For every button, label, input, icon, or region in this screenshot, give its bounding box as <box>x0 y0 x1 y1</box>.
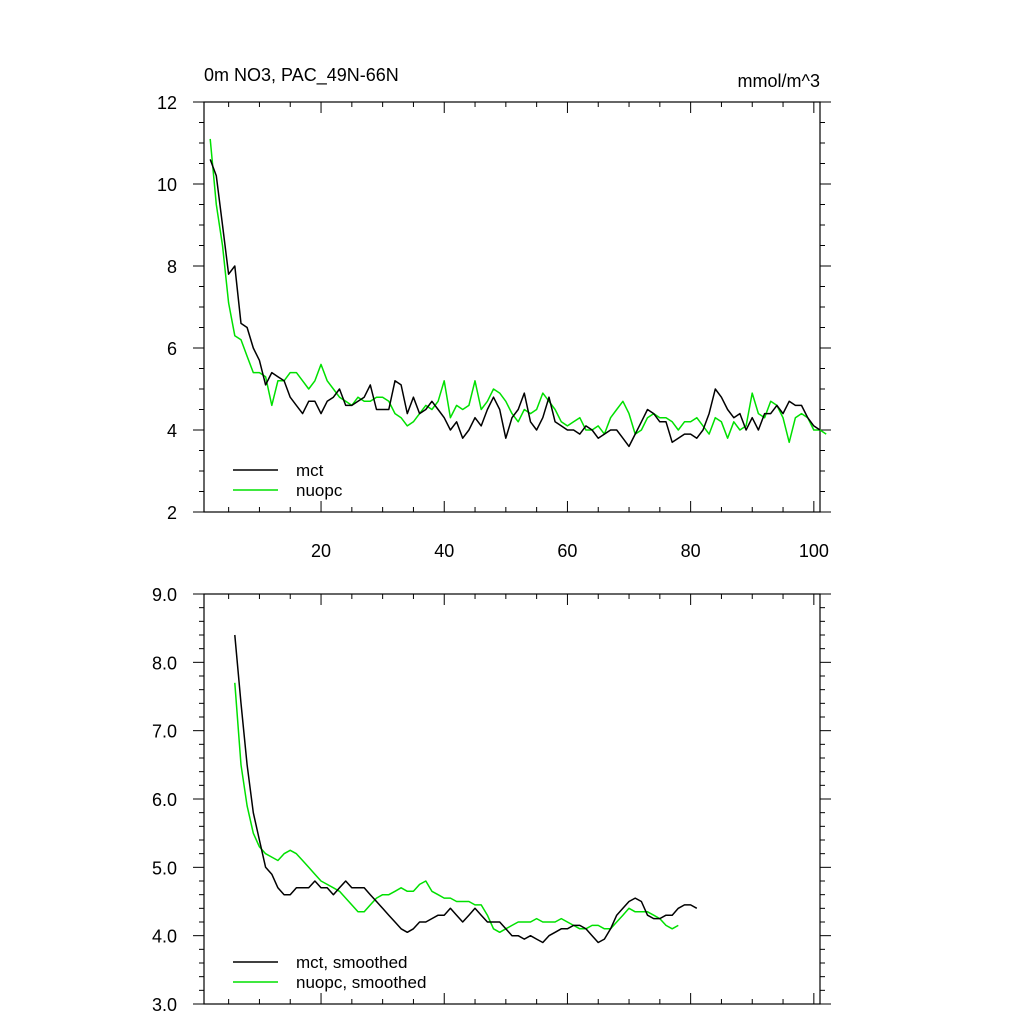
series-line-mct <box>209 159 821 448</box>
top-series <box>209 138 827 448</box>
y-tick-label: 4.0 <box>152 927 177 947</box>
y-tick-label: 7.0 <box>152 722 177 742</box>
x-tick-label: 60 <box>557 541 577 561</box>
series-line-nuopc <box>209 138 827 444</box>
x-tick-label: 20 <box>311 541 331 561</box>
top-ticks: 20 40 60 80 100 2 4 6 8 10 12 <box>157 93 831 561</box>
bottom-series <box>234 634 698 944</box>
series-line-mct-smoothed <box>234 634 698 944</box>
y-tick-label: 10 <box>157 175 177 195</box>
y-tick-label: 5.0 <box>152 858 177 878</box>
y-tick-label: 8 <box>167 257 177 277</box>
y-tick-label: 9.0 <box>152 585 177 605</box>
y-tick-label: 2 <box>167 503 177 523</box>
bottom-ticks: 3.0 4.0 5.0 6.0 7.0 8.0 9.0 <box>152 585 831 1015</box>
bottom-plot-frame <box>203 593 821 1005</box>
y-tick-label: 6.0 <box>152 790 177 810</box>
y-tick-label: 12 <box>157 93 177 113</box>
top-panel: 0m NO3, PAC_49N-66N mmol/m^3 20 40 60 80 100… <box>157 65 831 561</box>
legend-label-nuopc: nuopc <box>296 481 343 500</box>
x-tick-label: 100 <box>799 541 829 561</box>
top-panel-title: 0m NO3, PAC_49N-66N <box>204 65 399 86</box>
legend-label-mct: mct <box>296 461 324 480</box>
y-tick-label: 8.0 <box>152 653 177 673</box>
x-tick-label: 40 <box>434 541 454 561</box>
legend-label-nuopc-smoothed: nuopc, smoothed <box>296 973 426 992</box>
top-panel-units: mmol/m^3 <box>738 71 820 91</box>
bottom-legend: mct, smoothed nuopc, smoothed <box>233 953 426 992</box>
x-tick-label: 80 <box>681 541 701 561</box>
y-tick-label: 3.0 <box>152 995 177 1015</box>
y-tick-label: 4 <box>167 421 177 441</box>
series-line-nuopc-smoothed <box>234 682 679 934</box>
top-legend: mct nuopc <box>233 461 343 500</box>
y-tick-label: 6 <box>167 339 177 359</box>
bottom-panel: 3.0 4.0 5.0 6.0 7.0 8.0 9.0 mct, smoothed nuop… <box>152 585 831 1015</box>
top-plot-frame <box>203 101 821 513</box>
legend-label-mct-smoothed: mct, smoothed <box>296 953 408 972</box>
